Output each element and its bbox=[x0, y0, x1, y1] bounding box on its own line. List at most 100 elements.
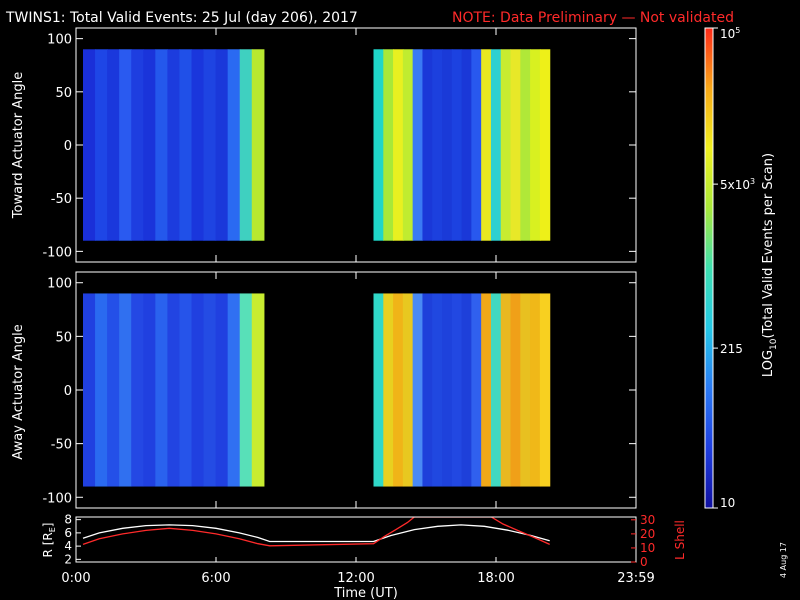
toward-band-1-12 bbox=[490, 49, 502, 241]
away-band-0-6 bbox=[155, 293, 168, 487]
time-tick-label-2: 12:00 bbox=[337, 571, 374, 586]
toward-band-1-8 bbox=[451, 49, 463, 241]
toward-band-0-9 bbox=[191, 49, 205, 241]
away-band-0-8 bbox=[179, 293, 193, 487]
away-band-1-15 bbox=[520, 293, 531, 487]
away-band-1-12 bbox=[490, 293, 502, 487]
away-band-0-0 bbox=[83, 293, 96, 487]
colorbar-tick-label-2: 215 bbox=[720, 342, 743, 356]
toward-ytick-label-4: -100 bbox=[42, 245, 72, 260]
r-tick-label-0: 8 bbox=[64, 513, 72, 527]
l-shell-axis-label: L Shell bbox=[673, 520, 687, 560]
away-ytick-label-2: 0 bbox=[64, 384, 72, 399]
colorbar-label: LOG10(Total Valid Events per Scan) bbox=[761, 153, 779, 377]
toward-band-0-14 bbox=[251, 49, 265, 241]
toward-band-0-13 bbox=[239, 49, 253, 241]
toward-band-1-17 bbox=[539, 49, 551, 241]
toward-band-1-16 bbox=[530, 49, 541, 241]
away-band-0-7 bbox=[167, 293, 181, 487]
away-band-1-11 bbox=[481, 293, 492, 487]
away-ytick-label-0: 100 bbox=[47, 277, 72, 292]
generated-date: 4 Aug 17 bbox=[779, 542, 788, 578]
away-band-1-0 bbox=[373, 293, 384, 487]
away-band-0-10 bbox=[203, 293, 217, 487]
time-tick-label-3: 18:00 bbox=[477, 571, 514, 586]
orbit-frame bbox=[75, 516, 637, 563]
colorbar-gradient bbox=[704, 27, 714, 509]
away-band-1-16 bbox=[530, 293, 541, 487]
away-band-1-6 bbox=[432, 293, 443, 487]
chart-title: TWINS1: Total Valid Events: 25 Jul (day … bbox=[5, 10, 358, 26]
preliminary-note: NOTE: Data Preliminary — Not validated bbox=[452, 10, 734, 26]
away-band-1-13 bbox=[500, 293, 512, 487]
toward-band-1-3 bbox=[402, 49, 414, 241]
toward-ytick-label-1: 50 bbox=[55, 86, 72, 101]
toward-band-1-6 bbox=[432, 49, 443, 241]
colorbar-tick-label-3: 10 bbox=[720, 496, 735, 510]
toward-band-1-13 bbox=[500, 49, 512, 241]
colorbar-tick-label-0: 105 bbox=[720, 26, 740, 41]
away-band-0-14 bbox=[251, 293, 265, 487]
away-band-1-8 bbox=[451, 293, 463, 487]
away-ytick-label-3: -50 bbox=[51, 438, 72, 453]
l-tick-label-0: 30 bbox=[640, 513, 655, 527]
toward-band-1-15 bbox=[520, 49, 531, 241]
away-band-1-2 bbox=[393, 293, 404, 487]
toward-actuator-panel: 100 50 0 -50 -100 bbox=[42, 27, 637, 263]
time-tick-label-0: 0:00 bbox=[61, 571, 90, 586]
toward-band-0-3 bbox=[119, 49, 132, 241]
toward-band-0-6 bbox=[155, 49, 168, 241]
away-band-0-4 bbox=[131, 293, 144, 487]
away-band-1-17 bbox=[539, 293, 551, 487]
toward-ytick-label-0: 100 bbox=[47, 33, 72, 48]
toward-band-0-8 bbox=[179, 49, 193, 241]
l-tick-label-3: 0 bbox=[640, 555, 648, 569]
away-band-1-1 bbox=[383, 293, 394, 487]
away-band-1-9 bbox=[461, 293, 472, 487]
toward-band-1-5 bbox=[422, 49, 433, 241]
toward-band-1-4 bbox=[412, 49, 424, 241]
l-tick-label-2: 10 bbox=[640, 541, 655, 555]
x-axis-label: Time (UT) bbox=[333, 586, 398, 600]
toward-band-0-7 bbox=[167, 49, 181, 241]
toward-band-0-4 bbox=[131, 49, 144, 241]
toward-band-1-10 bbox=[471, 49, 482, 241]
l-tick-label-1: 20 bbox=[640, 527, 655, 541]
toward-ytick-label-2: 0 bbox=[64, 139, 72, 154]
time-tick-label-4: 23:59 bbox=[617, 571, 654, 586]
away-band-0-3 bbox=[119, 293, 132, 487]
away-band-0-11 bbox=[215, 293, 229, 487]
toward-band-0-11 bbox=[215, 49, 229, 241]
away-band-0-13 bbox=[239, 293, 253, 487]
time-tick-label-1: 6:00 bbox=[201, 571, 230, 586]
away-actuator-panel: 100 50 0 -50 -100 bbox=[42, 271, 637, 509]
away-band-1-7 bbox=[442, 293, 453, 487]
toward-band-1-14 bbox=[510, 49, 521, 241]
toward-band-1-1 bbox=[383, 49, 394, 241]
away-ytick-label-1: 50 bbox=[55, 330, 72, 345]
away-band-0-12 bbox=[227, 293, 241, 487]
toward-band-0-5 bbox=[143, 49, 156, 241]
colorbar-tick-label-1: 5x103 bbox=[720, 177, 755, 192]
away-y-label: Away Actuator Angle bbox=[11, 324, 26, 459]
colorbar: 105 5x103 215 10 bbox=[704, 26, 755, 510]
away-band-0-1 bbox=[95, 293, 108, 487]
away-band-0-9 bbox=[191, 293, 205, 487]
away-band-0-5 bbox=[143, 293, 156, 487]
toward-band-0-10 bbox=[203, 49, 217, 241]
away-band-1-3 bbox=[402, 293, 414, 487]
away-band-1-5 bbox=[422, 293, 433, 487]
away-band-1-4 bbox=[412, 293, 424, 487]
toward-band-0-12 bbox=[227, 49, 241, 241]
series-line-l-shell bbox=[82, 517, 550, 547]
series-line-r bbox=[82, 524, 550, 543]
toward-band-0-1 bbox=[95, 49, 108, 241]
toward-band-1-2 bbox=[393, 49, 404, 241]
r-tick-label-3: 2 bbox=[64, 552, 72, 566]
toward-band-0-0 bbox=[83, 49, 96, 241]
toward-band-1-9 bbox=[461, 49, 472, 241]
r-tick-label-1: 6 bbox=[64, 526, 72, 540]
away-band-0-2 bbox=[107, 293, 120, 487]
away-ytick-label-4: -100 bbox=[42, 491, 72, 506]
